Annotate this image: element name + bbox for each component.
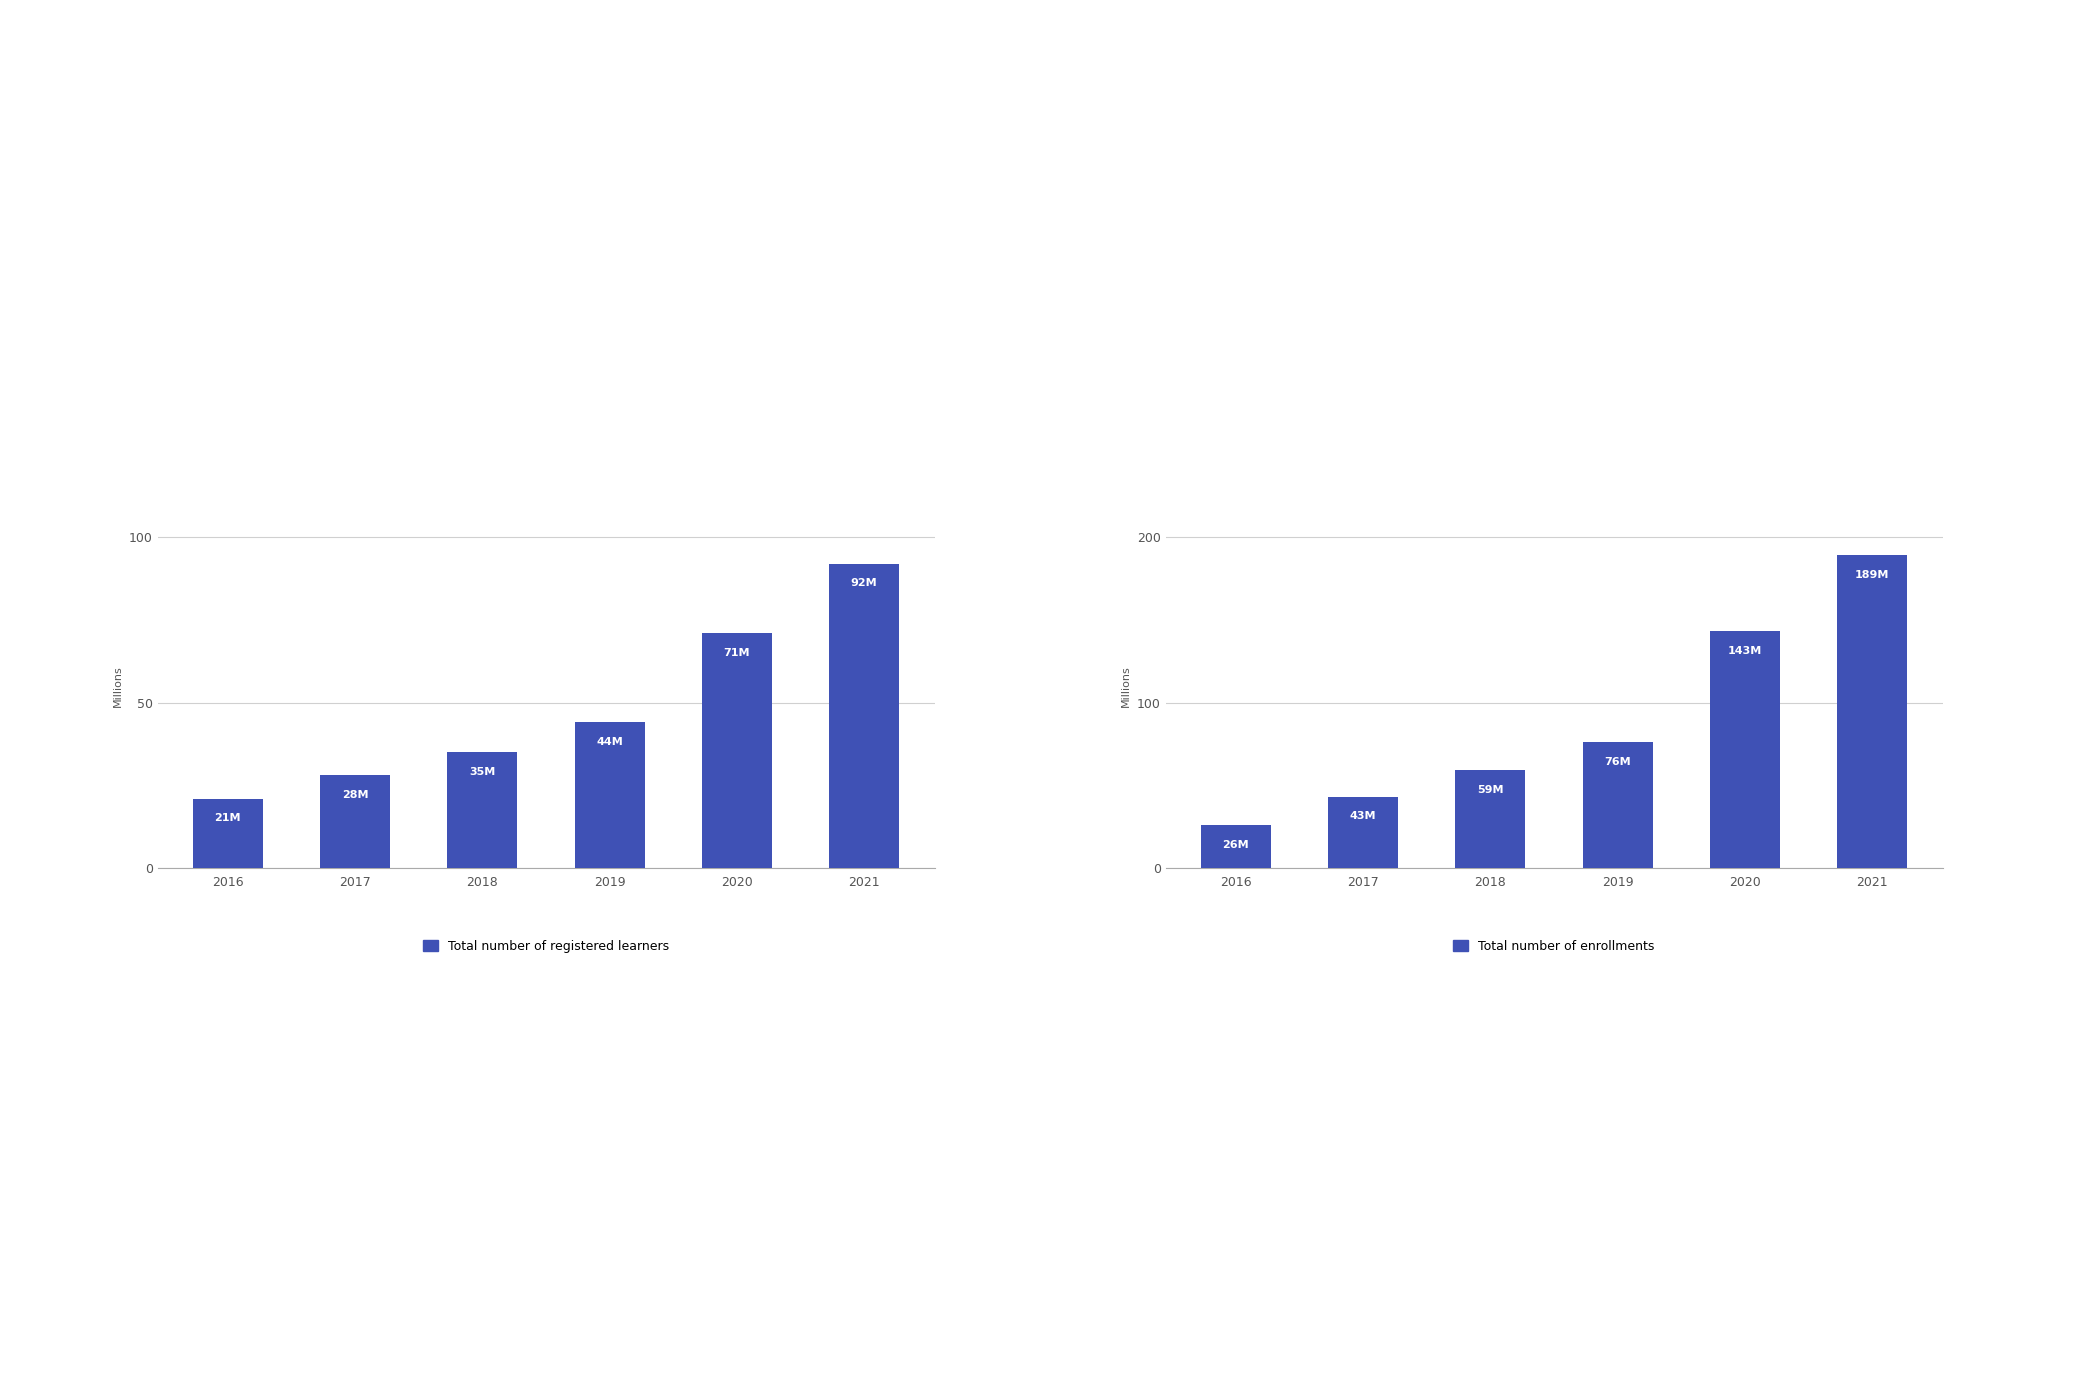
Bar — [1455, 770, 1525, 868]
Bar — [1201, 825, 1270, 868]
Y-axis label: Millions: Millions — [1121, 665, 1132, 707]
Text: 28M: 28M — [342, 790, 368, 799]
Text: 71M: 71M — [724, 648, 750, 658]
Text: 189M: 189M — [1854, 570, 1890, 580]
Text: 92M: 92M — [850, 578, 878, 588]
Text: 44M: 44M — [596, 736, 624, 748]
Bar — [701, 633, 773, 868]
Text: 43M: 43M — [1350, 812, 1376, 822]
Bar — [575, 722, 645, 868]
Text: 59M: 59M — [1476, 785, 1504, 795]
Text: 143M: 143M — [1728, 645, 1762, 657]
Bar — [193, 798, 262, 868]
Legend: Total number of enrollments: Total number of enrollments — [1453, 939, 1655, 953]
Bar — [1709, 631, 1781, 868]
Text: 26M: 26M — [1222, 840, 1249, 850]
Text: 21M: 21M — [214, 813, 242, 823]
Bar — [447, 752, 517, 868]
Bar — [1327, 797, 1399, 868]
Text: 76M: 76M — [1604, 757, 1632, 767]
Y-axis label: Millions: Millions — [113, 665, 124, 707]
Bar — [1838, 556, 1907, 868]
Bar — [1583, 742, 1653, 868]
Bar — [830, 564, 899, 868]
Text: 35M: 35M — [468, 767, 496, 777]
Legend: Total number of registered learners: Total number of registered learners — [422, 939, 670, 953]
Bar — [319, 776, 391, 868]
